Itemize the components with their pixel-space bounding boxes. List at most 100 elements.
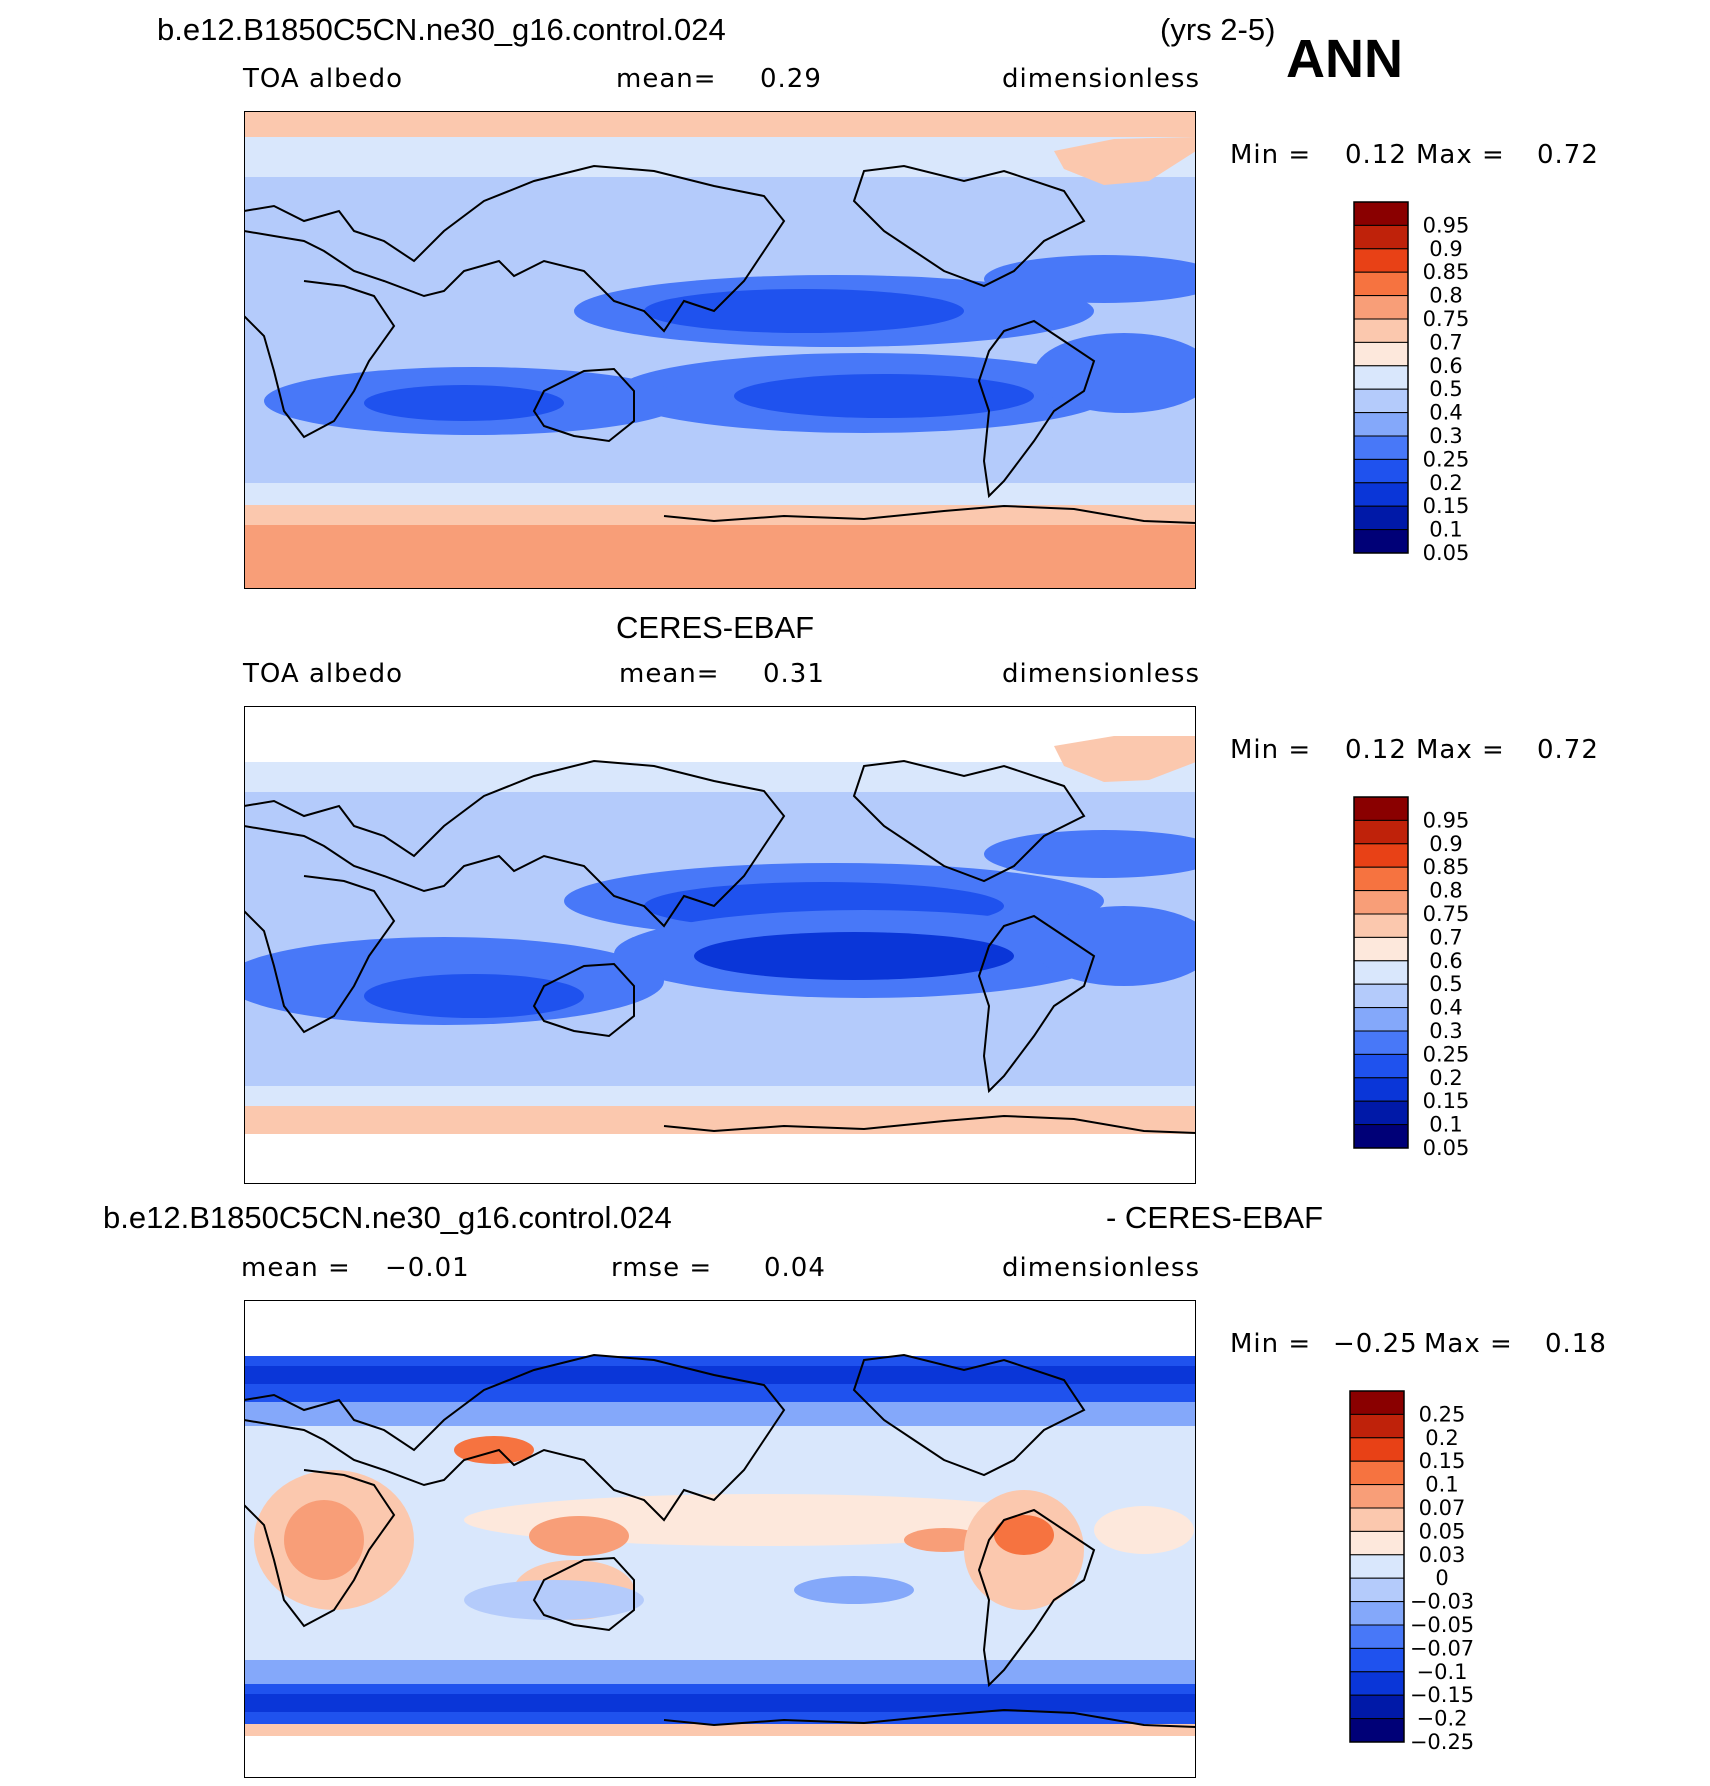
colorbar-segment [1353, 435, 1409, 460]
panel3-min-label: Min = [1230, 1329, 1312, 1359]
panel1-min-value: 0.12 [1345, 140, 1407, 170]
colorbar-segment [1353, 936, 1409, 962]
colorbar-tick-label: −0.25 [1410, 1730, 1474, 1754]
season-label: ANN [1286, 29, 1403, 89]
colorbar-tick-label: 0.05 [1419, 1519, 1466, 1543]
colorbar-tick-label: 0.1 [1429, 1113, 1462, 1137]
colorbar-segment [1349, 1671, 1405, 1696]
panel3-min-value: −0.25 [1333, 1329, 1418, 1359]
colorbar-segment [1353, 843, 1409, 868]
colorbar-segment [1353, 1030, 1409, 1055]
colorbar-tick-label: 0.15 [1423, 494, 1470, 518]
panel3-colorbar: 0.250.20.150.10.070.050.030−0.03−0.05−0.… [1349, 1390, 1474, 1754]
colorbar-tick-label: 0.75 [1423, 902, 1470, 926]
colorbar-tick-label: 0.75 [1423, 307, 1470, 331]
colorbar-segment [1349, 1601, 1405, 1626]
panel3-title-right: - CERES-EBAF [1106, 1200, 1324, 1235]
colorbar-tick-label: 0.3 [1429, 424, 1462, 448]
colorbar-segment [1353, 388, 1409, 414]
colorbar-segment [1353, 796, 1409, 821]
colorbar-segment [1349, 1718, 1405, 1743]
colorbar-tick-label: 0.05 [1423, 541, 1470, 565]
colorbar-segment [1353, 529, 1409, 554]
panel3-rmse-value: 0.04 [764, 1253, 826, 1283]
colorbar-segment [1349, 1577, 1405, 1603]
colorbar-segment [1349, 1460, 1405, 1486]
colorbar-tick-label: −0.03 [1410, 1590, 1474, 1614]
colorbar-tick-label: 0.8 [1429, 879, 1462, 903]
colorbar-segment [1353, 248, 1409, 273]
colorbar-tick-label: 0.6 [1429, 949, 1462, 973]
colorbar-tick-label: 0.15 [1423, 1089, 1470, 1113]
colorbar-segment [1353, 458, 1409, 484]
years-label: (yrs 2-5) [1160, 12, 1276, 47]
colorbar-tick-label: 0.1 [1425, 1473, 1458, 1497]
panel2-max-label: Max = [1416, 735, 1505, 765]
colorbar-segment [1353, 505, 1409, 531]
panel2-map [244, 706, 1196, 1184]
panel1-min-label: Min = [1230, 140, 1312, 170]
colorbar-segment [1353, 271, 1409, 297]
colorbar-tick-label: 0.2 [1429, 1066, 1462, 1090]
colorbar-tick-label: 0.5 [1429, 972, 1462, 996]
colorbar-segment [1353, 412, 1409, 437]
panel1-map [244, 111, 1196, 589]
colorbar-tick-label: 0.8 [1429, 284, 1462, 308]
panel3-map [244, 1300, 1196, 1778]
panel2-variable: TOA albedo [243, 659, 404, 689]
colorbar-tick-label: 0.2 [1429, 471, 1462, 495]
colorbar-tick-label: −0.15 [1410, 1683, 1474, 1707]
colorbar-tick-label: 0.1 [1429, 518, 1462, 542]
colorbar-tick-label: 0.7 [1429, 925, 1462, 949]
panel2-min-label: Min = [1230, 735, 1312, 765]
colorbar-tick-label: 0.4 [1429, 401, 1462, 425]
colorbar-segment [1353, 1007, 1409, 1032]
colorbar-tick-label: 0.25 [1423, 447, 1470, 471]
panel2-max-value: 0.72 [1537, 735, 1599, 765]
colorbar-segment [1353, 866, 1409, 892]
colorbar-tick-label: 0 [1435, 1566, 1448, 1590]
colorbar-segment [1353, 1100, 1409, 1126]
panel1-colorbar: 0.950.90.850.80.750.70.60.50.40.30.250.2… [1353, 201, 1470, 565]
colorbar-segment [1349, 1530, 1405, 1556]
colorbar-segment [1349, 1694, 1405, 1720]
colorbar-tick-label: −0.07 [1410, 1636, 1474, 1660]
panel1-variable: TOA albedo [243, 64, 404, 94]
colorbar-tick-label: 0.25 [1419, 1402, 1466, 1426]
panel3-max-value: 0.18 [1545, 1329, 1607, 1359]
colorbar-tick-label: 0.95 [1423, 213, 1470, 237]
case-title: b.e12.B1850C5CN.ne30_g16.control.024 [157, 12, 726, 47]
panel1-mean-label: mean= [616, 64, 717, 94]
colorbar-tick-label: 0.95 [1423, 808, 1470, 832]
colorbar-segment [1353, 295, 1409, 320]
colorbar-tick-label: 0.3 [1429, 1019, 1462, 1043]
colorbar-tick-label: 0.85 [1423, 260, 1470, 284]
panel1-units: dimensionless [1002, 64, 1200, 94]
colorbar-frame [1353, 201, 1409, 554]
colorbar-segment [1353, 224, 1409, 250]
colorbar-segment [1349, 1413, 1405, 1439]
colorbar-segment [1353, 201, 1409, 226]
colorbar-segment [1353, 983, 1409, 1009]
colorbar-segment [1353, 890, 1409, 915]
panel3-mean-label: mean = [241, 1253, 351, 1283]
colorbar-segment [1353, 1077, 1409, 1102]
colorbar-segment [1349, 1647, 1405, 1673]
colorbar-segment [1349, 1507, 1405, 1532]
panel2-colorbar: 0.950.90.850.80.750.70.60.50.40.30.250.2… [1353, 796, 1470, 1160]
panel2-mean-value: 0.31 [763, 659, 825, 689]
colorbar-tick-label: 0.25 [1423, 1042, 1470, 1066]
colorbar-segment [1353, 819, 1409, 845]
colorbar-segment [1353, 913, 1409, 938]
panel2-title: CERES-EBAF [616, 610, 815, 645]
colorbar-segment [1353, 341, 1409, 367]
panel3-max-label: Max = [1424, 1329, 1513, 1359]
colorbar-tick-label: 0.9 [1429, 237, 1462, 261]
colorbar-segment [1349, 1484, 1405, 1509]
panel2-min-value: 0.12 [1345, 735, 1407, 765]
panel3-mean-value: −0.01 [385, 1253, 470, 1283]
colorbar-segment [1353, 365, 1409, 390]
colorbar-segment [1353, 960, 1409, 985]
colorbar-tick-label: −0.1 [1417, 1660, 1468, 1684]
colorbar-tick-label: 0.15 [1419, 1449, 1466, 1473]
